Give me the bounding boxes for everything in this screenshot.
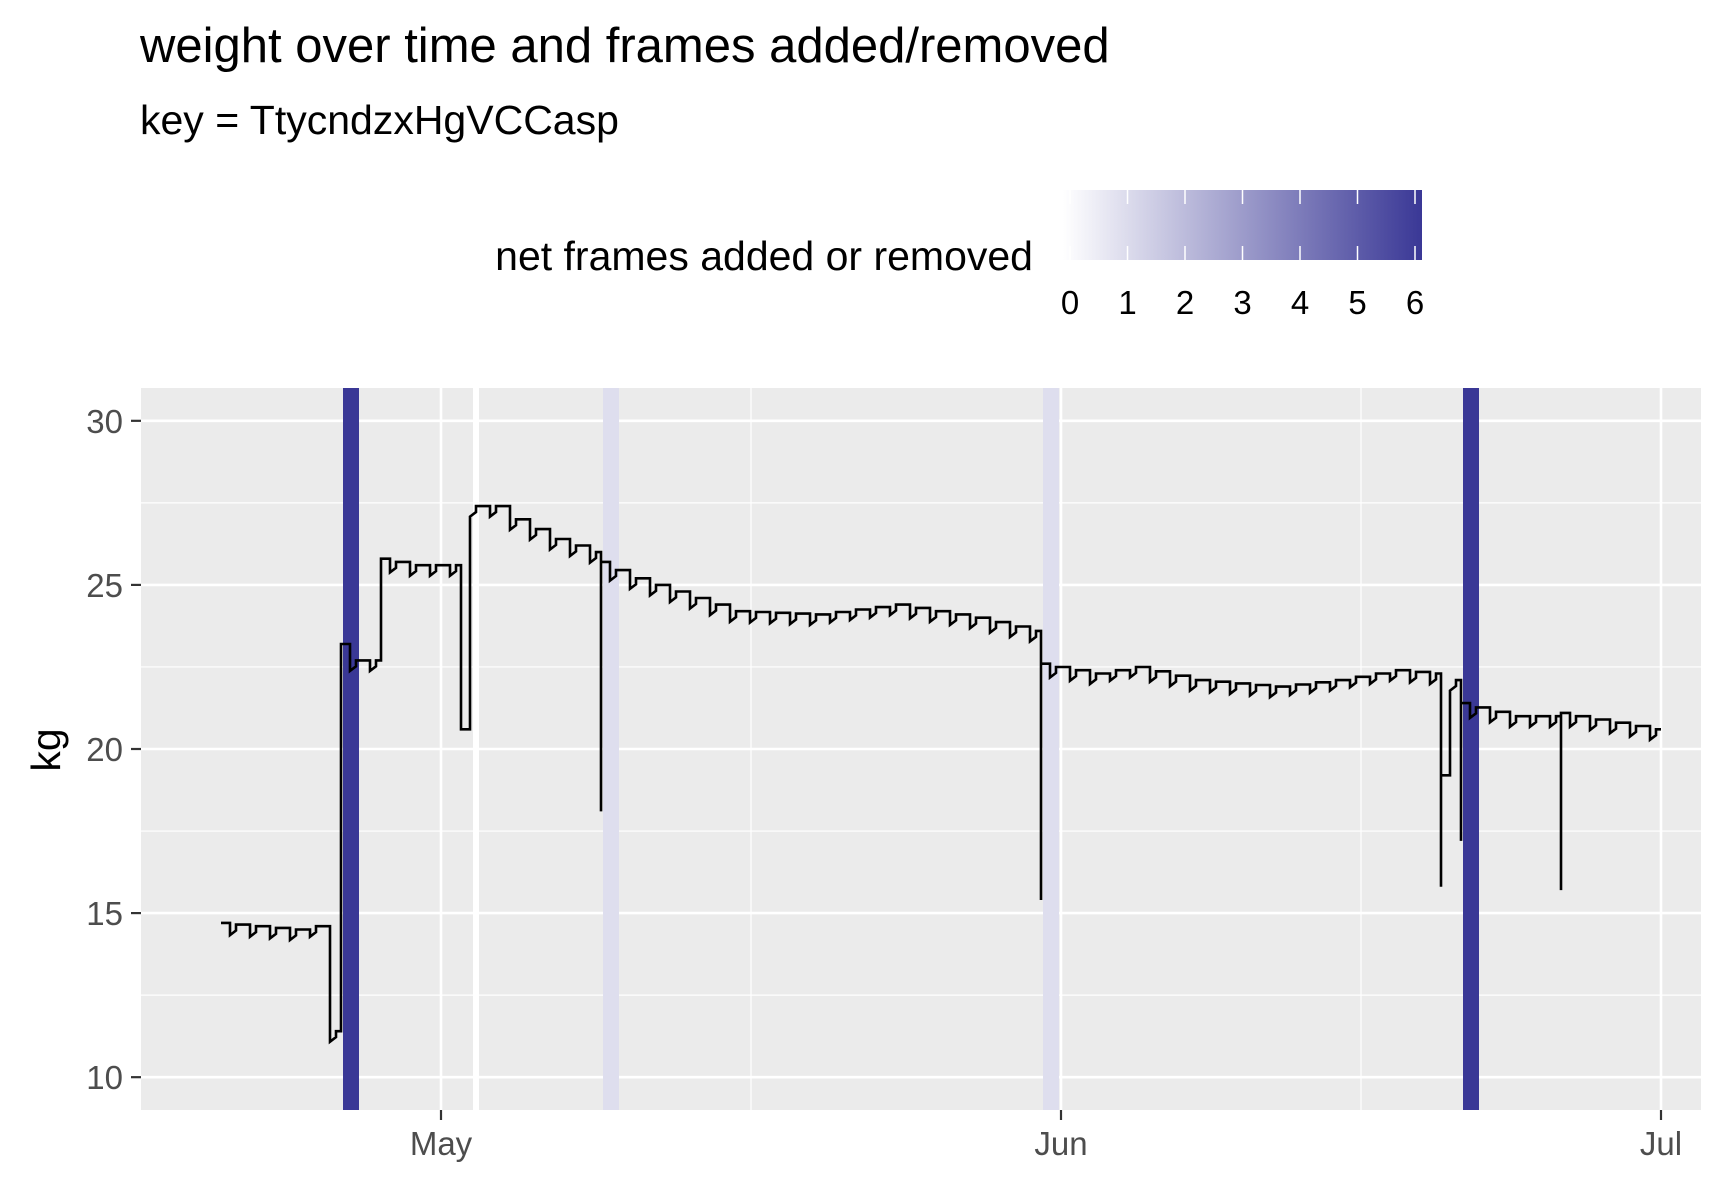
legend-title: net frames added or removed bbox=[495, 233, 1033, 279]
series-layer bbox=[221, 504, 1661, 1045]
legend-tick-label: 0 bbox=[1061, 284, 1079, 321]
legend: net frames added or removed 0 1 2 3 4 5 6 bbox=[495, 190, 1424, 321]
legend-tick-label: 4 bbox=[1291, 284, 1309, 321]
y-tick-label: 15 bbox=[86, 895, 123, 932]
x-tick-label: Jun bbox=[1034, 1125, 1087, 1162]
frame-change-band bbox=[343, 388, 359, 1110]
legend-tick-label: 3 bbox=[1233, 284, 1251, 321]
frame-change-band bbox=[603, 388, 619, 1110]
y-tick-label: 25 bbox=[86, 567, 123, 604]
data-gap bbox=[473, 388, 479, 1110]
y-tick-label: 10 bbox=[86, 1059, 123, 1096]
legend-tick-label: 5 bbox=[1348, 284, 1366, 321]
bands-layer bbox=[343, 388, 1479, 1110]
axis-layer: 10 15 20 25 30 May Jun Jul bbox=[86, 403, 1682, 1162]
plot-panel: 10 15 20 25 30 May Jun Jul bbox=[86, 388, 1701, 1162]
x-tick-label: May bbox=[410, 1125, 473, 1162]
chart-subtitle: key = TtycndzxHgVCCasp bbox=[140, 97, 619, 143]
y-axis-label: kg bbox=[23, 728, 69, 771]
weight-series-line bbox=[221, 504, 1661, 1045]
chart-title: weight over time and frames added/remove… bbox=[139, 19, 1110, 73]
frame-change-band bbox=[1043, 388, 1059, 1110]
legend-tick-label: 6 bbox=[1406, 284, 1424, 321]
legend-ticks: 0 1 2 3 4 5 6 bbox=[1061, 190, 1424, 321]
legend-tick-label: 1 bbox=[1118, 284, 1136, 321]
y-tick-label: 20 bbox=[86, 731, 123, 768]
y-tick-label: 30 bbox=[86, 403, 123, 440]
x-tick-label: Jul bbox=[1640, 1125, 1682, 1162]
legend-tick-label: 2 bbox=[1176, 284, 1194, 321]
frame-change-band bbox=[1463, 388, 1479, 1110]
